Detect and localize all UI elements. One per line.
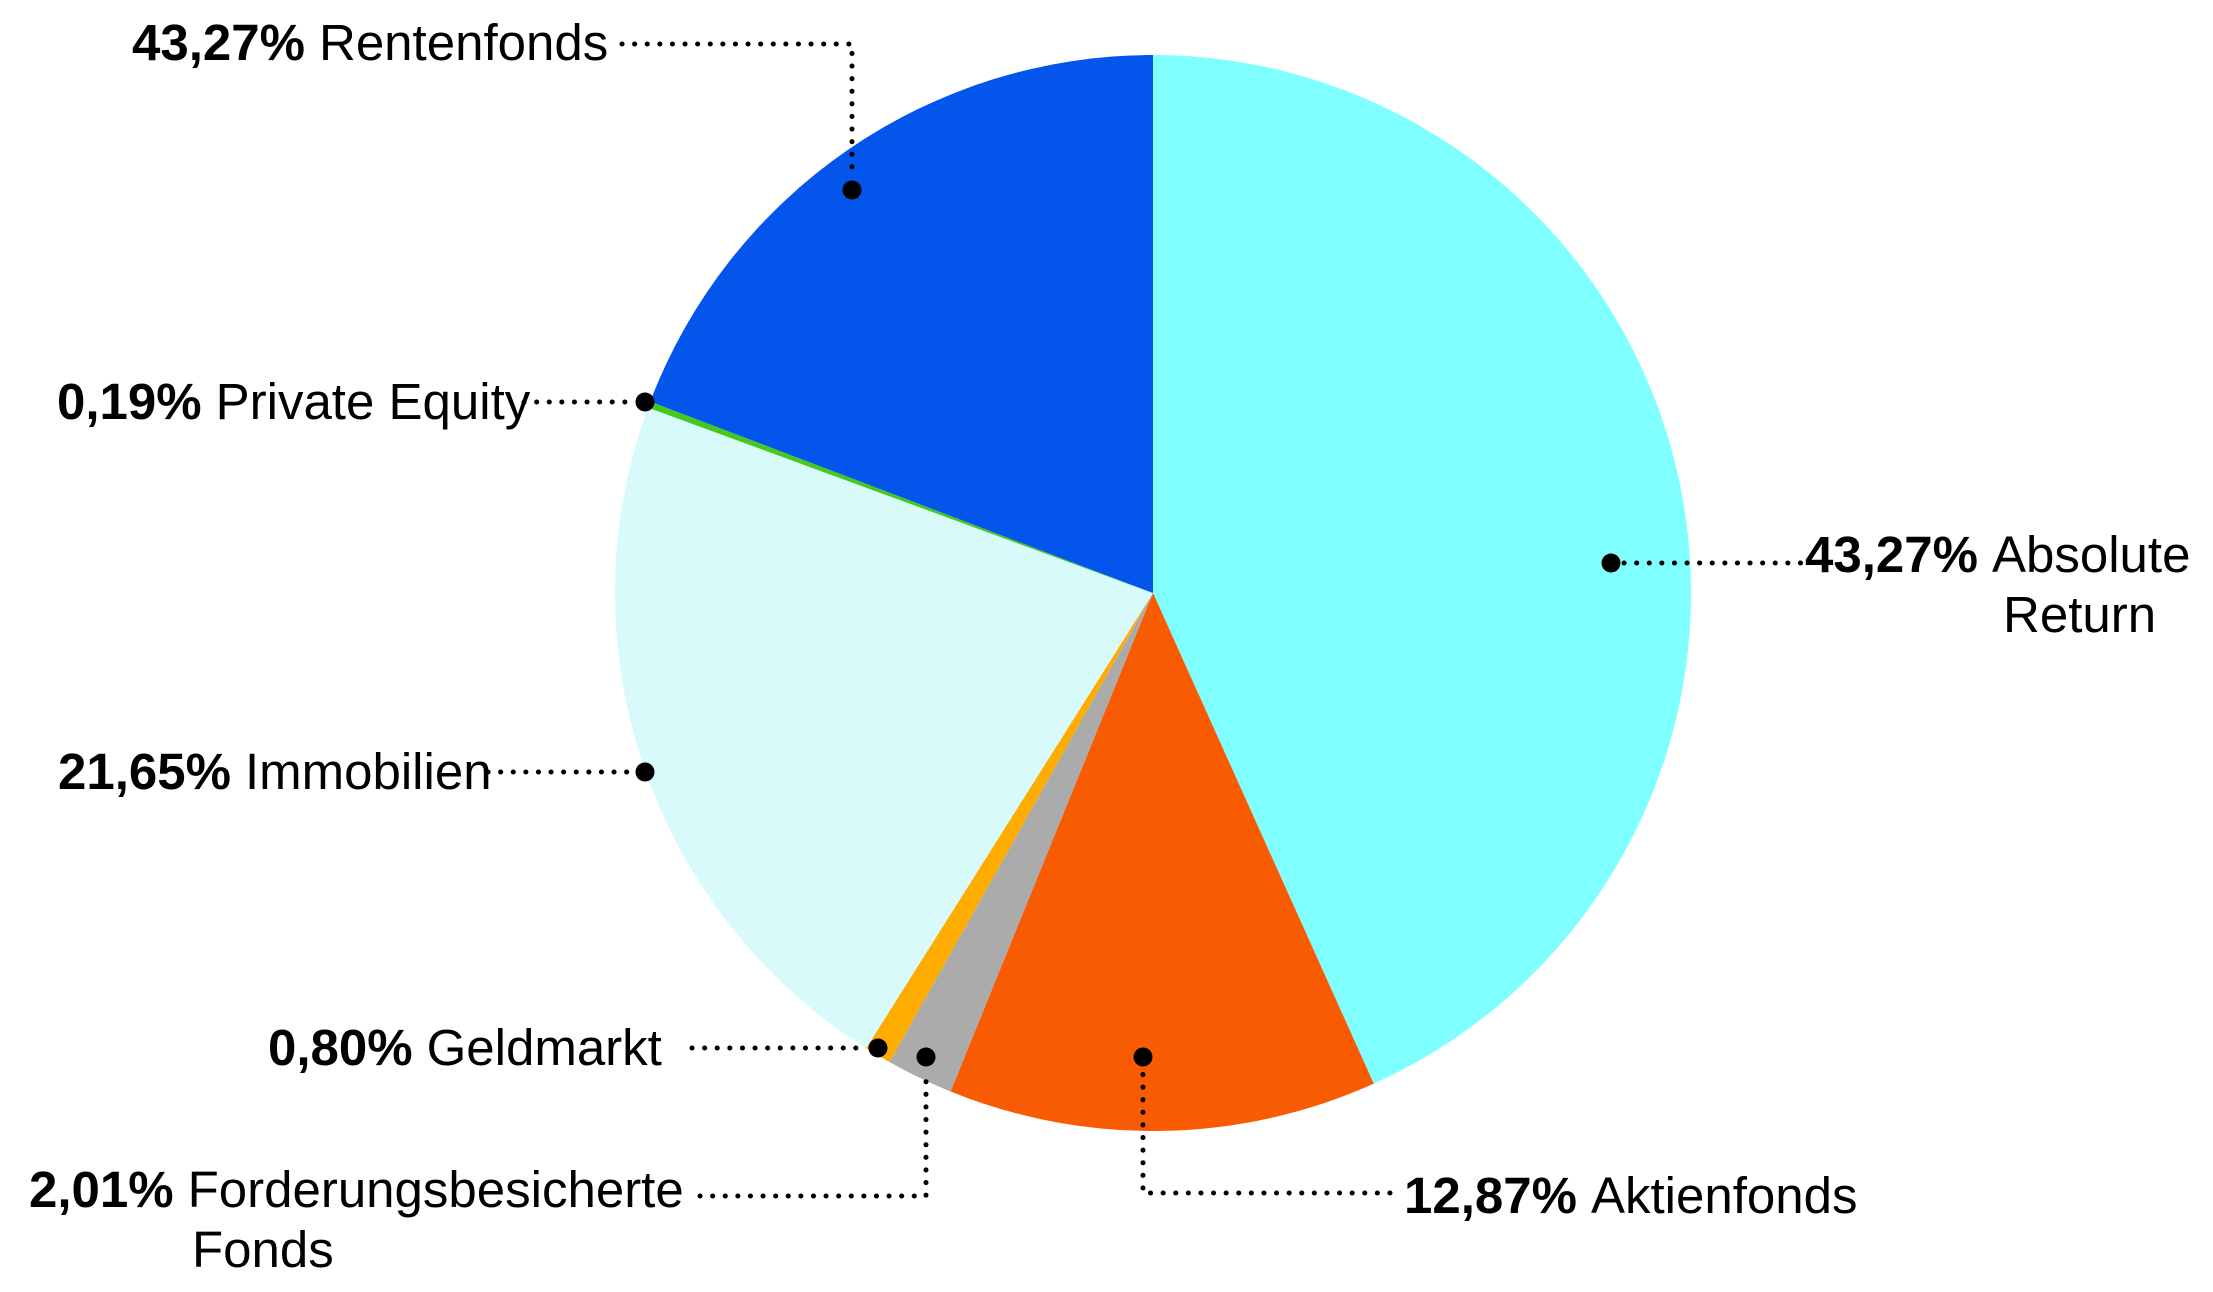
- slice-name-label: Immobilien: [244, 743, 492, 800]
- callout-line: 12,87% Aktienfonds: [1404, 1166, 1858, 1226]
- callout-line: 2,01% Forderungsbesicherte: [29, 1160, 684, 1220]
- slice-name-label: Private Equity: [215, 373, 531, 430]
- pie-slice-immobilien: [614, 407, 1153, 1049]
- slice-name-label: Return: [2003, 586, 2157, 643]
- pie-slice-forderungsbesicherte-fonds: [889, 593, 1153, 1092]
- callout-line: Fonds: [29, 1220, 684, 1280]
- leader-dot-immobilien: [635, 762, 655, 782]
- callout-line: 0,80% Geldmarkt: [268, 1018, 662, 1078]
- pie-slice-aktienfonds: [950, 593, 1374, 1131]
- leader-line-rentenfonds: [619, 41, 855, 179]
- slice-name-label: Rentenfonds: [318, 14, 609, 71]
- leader-dot-private-equity: [635, 392, 655, 412]
- leader-line-forderungsbesicherte-fonds: [697, 1067, 929, 1199]
- callout-immobilien: 21,65% Immobilien: [58, 742, 492, 802]
- slice-name-label: Absolute: [1991, 526, 2191, 583]
- callout-rentenfonds: 43,27% Rentenfonds: [132, 13, 608, 73]
- slice-name-label: Forderungsbesicherte: [187, 1161, 684, 1218]
- slice-percent-label: 0,19%: [57, 373, 202, 430]
- pie-slice-geldmarkt: [866, 593, 1153, 1062]
- callout-line: 0,19% Private Equity: [57, 372, 530, 432]
- callout-geldmarkt: 0,80% Geldmarkt: [268, 1018, 662, 1078]
- slice-name-label: Aktienfonds: [1590, 1167, 1858, 1224]
- slice-percent-label: 12,87%: [1404, 1167, 1577, 1224]
- slice-percent-label: 43,27%: [1805, 526, 1978, 583]
- leader-dot-aktienfonds: [1133, 1047, 1153, 1067]
- slice-percent-label: 21,65%: [58, 743, 231, 800]
- callout-line: Return: [1805, 585, 2190, 645]
- leader-dot-geldmarkt: [868, 1038, 888, 1058]
- leader-dot-forderungsbesicherte-fonds: [916, 1047, 936, 1067]
- pie-slice-private-equity: [647, 401, 1153, 593]
- slice-percent-label: 0,80%: [268, 1019, 413, 1076]
- slice-name-label: Geldmarkt: [426, 1019, 662, 1076]
- callout-forderungsbesicherte-fonds: 2,01% Forderungsbesicherte Fonds: [29, 1160, 684, 1280]
- pie-slice-rentenfonds: [650, 55, 1153, 593]
- pie-slice-absolute-return: [1153, 55, 1691, 1084]
- callout-line: 21,65% Immobilien: [58, 742, 492, 802]
- leader-line-aktienfonds: [1140, 1067, 1393, 1196]
- callout-private-equity: 0,19% Private Equity: [57, 372, 530, 432]
- slice-percent-label: 43,27%: [132, 14, 305, 71]
- slice-name-label: Fonds: [192, 1221, 334, 1278]
- slice-percent-label: 2,01%: [29, 1161, 174, 1218]
- callout-line: 43,27% Absolute: [1805, 525, 2190, 585]
- callout-aktienfonds: 12,87% Aktienfonds: [1404, 1166, 1858, 1226]
- leader-dot-absolute-return: [1601, 553, 1621, 573]
- leader-dot-rentenfonds: [842, 180, 862, 200]
- callout-absolute-return: 43,27% Absolute Return: [1805, 525, 2190, 645]
- callout-line: 43,27% Rentenfonds: [132, 13, 608, 73]
